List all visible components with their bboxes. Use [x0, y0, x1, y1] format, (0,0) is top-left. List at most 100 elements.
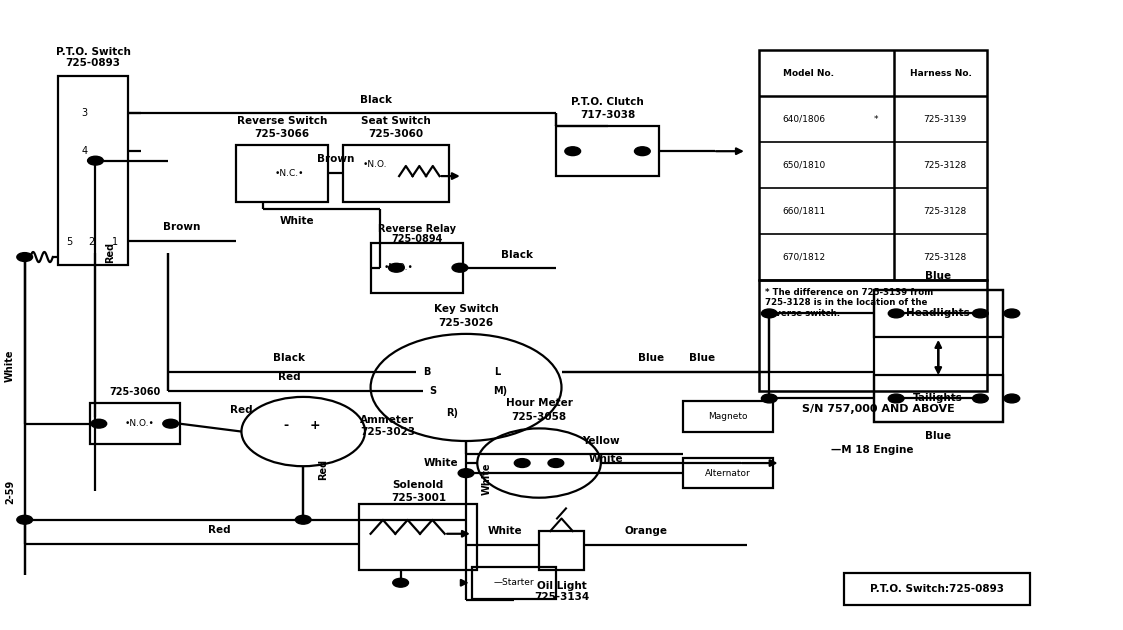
Text: Magneto: Magneto [707, 412, 748, 421]
Text: Tailights: Tailights [913, 394, 964, 403]
Text: Black: Black [501, 250, 532, 260]
Text: 650/1810: 650/1810 [782, 161, 825, 170]
Circle shape [1004, 309, 1020, 318]
Text: Model No.: Model No. [783, 69, 834, 78]
Circle shape [888, 309, 904, 318]
Bar [759, 50, 987, 280]
Text: 725-3128: 725-3128 [923, 253, 967, 262]
Text: 4: 4 [82, 146, 88, 156]
Bar [236, 145, 328, 202]
Circle shape [548, 459, 564, 467]
Bar [371, 243, 463, 293]
Text: •N.O.•: •N.O.• [383, 263, 413, 272]
Text: Black: Black [273, 353, 305, 363]
Text: 1: 1 [112, 237, 119, 247]
Text: * The difference on 725-3139 from
725-3128 is in the location of the
reverse swi: * The difference on 725-3139 from 725-31… [765, 288, 933, 318]
Text: 725-3058: 725-3058 [511, 412, 567, 422]
Text: Key Switch: Key Switch [433, 304, 499, 314]
Bar [556, 126, 659, 176]
Text: S/N 757,000 AND ABOVE: S/N 757,000 AND ABOVE [802, 404, 956, 415]
Text: Harness No.: Harness No. [910, 69, 971, 78]
Text: Oil Light: Oil Light [537, 581, 586, 591]
Bar [874, 290, 1003, 337]
Text: 3: 3 [82, 108, 88, 118]
Text: Yellow: Yellow [582, 436, 620, 446]
Text: 725-3060: 725-3060 [368, 129, 423, 139]
Circle shape [91, 420, 107, 428]
Bar [844, 573, 1030, 605]
Text: White: White [590, 454, 623, 464]
Circle shape [973, 309, 988, 318]
Text: 660/1811: 660/1811 [782, 207, 825, 216]
Text: M): M) [493, 386, 506, 396]
Text: Black: Black [360, 94, 392, 105]
Text: Headlights: Headlights [906, 309, 970, 318]
Circle shape [761, 394, 777, 403]
Text: —M 18 Engine: —M 18 Engine [831, 445, 913, 455]
Text: —Starter: —Starter [493, 578, 535, 587]
Text: Reverse Relay: Reverse Relay [377, 224, 456, 234]
Text: L: L [494, 367, 501, 377]
Text: White: White [489, 526, 522, 536]
Bar [683, 458, 773, 488]
Text: R): R) [447, 408, 458, 418]
Text: •N.O.•: •N.O.• [125, 419, 154, 428]
Text: +: + [309, 419, 320, 432]
Text: 2-59: 2-59 [6, 479, 15, 503]
Circle shape [973, 394, 988, 403]
Text: Blue: Blue [688, 353, 715, 363]
Text: •N.O.: •N.O. [363, 160, 386, 169]
Circle shape [453, 263, 468, 272]
Text: Red: Red [208, 525, 230, 535]
Circle shape [163, 420, 179, 428]
Bar [539, 531, 584, 570]
Bar [58, 76, 128, 265]
Text: B: B [423, 367, 430, 377]
Text: Ammeter: Ammeter [360, 415, 414, 425]
Circle shape [634, 147, 650, 156]
Text: 2: 2 [89, 237, 95, 247]
Text: Reverse Switch: Reverse Switch [237, 116, 327, 126]
Text: White: White [482, 462, 491, 495]
Bar [759, 280, 987, 391]
Text: S: S [429, 386, 436, 396]
Circle shape [17, 515, 33, 524]
Text: 725-3128: 725-3128 [923, 161, 967, 170]
Text: White: White [280, 215, 314, 226]
Text: 717-3038: 717-3038 [579, 110, 636, 120]
Circle shape [565, 147, 581, 156]
Text: Brown: Brown [163, 222, 201, 232]
Text: 725-3026: 725-3026 [438, 318, 494, 328]
Circle shape [88, 156, 103, 165]
Circle shape [514, 459, 530, 467]
Text: Alternator: Alternator [705, 469, 750, 478]
Bar [874, 290, 1003, 422]
Text: 725-3066: 725-3066 [254, 129, 310, 139]
Text: P.T.O. Switch: P.T.O. Switch [56, 47, 130, 57]
Text: 725-3134: 725-3134 [533, 592, 590, 602]
Text: 725-3001: 725-3001 [391, 493, 446, 503]
Circle shape [389, 263, 404, 272]
Text: 725-3023: 725-3023 [359, 427, 416, 437]
Text: Brown: Brown [317, 154, 354, 164]
Text: Solenold: Solenold [393, 480, 444, 490]
Text: White: White [424, 458, 458, 468]
Bar [359, 504, 477, 570]
Circle shape [458, 469, 474, 478]
Bar [683, 401, 773, 432]
Bar [874, 375, 1003, 422]
Text: 670/1812: 670/1812 [782, 253, 825, 262]
Text: •N.C.•: •N.C.• [274, 169, 304, 178]
Circle shape [888, 394, 904, 403]
Text: 640/1806: 640/1806 [782, 115, 825, 124]
Text: Seat Switch: Seat Switch [360, 116, 431, 126]
Text: Orange: Orange [624, 526, 667, 536]
Text: 725-3139: 725-3139 [923, 115, 967, 124]
Circle shape [761, 309, 777, 318]
Text: P.T.O. Switch:725-0893: P.T.O. Switch:725-0893 [870, 584, 1004, 594]
Circle shape [295, 515, 311, 524]
Text: 725-3128: 725-3128 [923, 207, 967, 216]
Text: Blue: Blue [925, 431, 951, 441]
Text: 725-0893: 725-0893 [66, 58, 120, 68]
Text: Hour Meter: Hour Meter [505, 398, 573, 408]
